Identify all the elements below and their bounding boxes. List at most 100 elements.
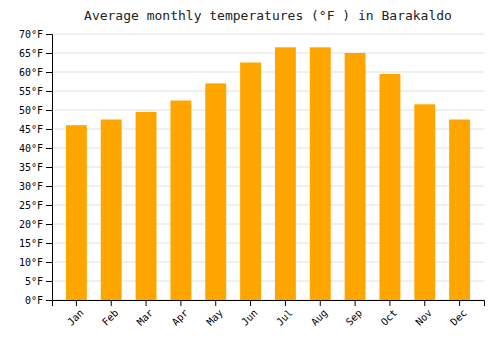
x-tick: Feb xyxy=(100,300,121,328)
tick-mark xyxy=(46,186,52,187)
tick-mark xyxy=(46,129,52,130)
bar xyxy=(449,120,470,301)
title: Average monthly temperatures (°F ) in Ba… xyxy=(84,8,452,23)
tick-label: Sep xyxy=(344,307,365,328)
bar xyxy=(275,47,296,300)
y-tick: 55°F xyxy=(19,86,52,97)
bar xyxy=(240,63,261,301)
bar xyxy=(205,83,226,300)
x-tick: Oct xyxy=(379,300,400,328)
bar xyxy=(414,104,435,300)
y-tick: 0°F xyxy=(25,295,52,306)
x-tick: May xyxy=(204,300,225,328)
grid-line xyxy=(52,72,484,73)
y-tick: 30°F xyxy=(19,181,52,192)
y-axis: 0°F 5°F 10°F 15°F 20°F 25°F 30°F 35°F 40°F 45°F 50… xyxy=(19,29,53,306)
x-tick: Nov xyxy=(413,300,434,328)
y-tick: 10°F xyxy=(19,257,52,268)
tick-mark xyxy=(146,300,147,306)
bar xyxy=(66,125,87,300)
tick-label: Oct xyxy=(379,307,400,328)
tick-label: 30°F xyxy=(19,181,43,192)
y-tick: 65°F xyxy=(19,48,52,59)
tick-label: Jul xyxy=(274,307,295,328)
axis-domain xyxy=(46,35,53,301)
plot-area xyxy=(66,47,470,300)
y-tick: 20°F xyxy=(19,219,52,230)
tick-mark xyxy=(46,262,52,263)
tick-label: Jan xyxy=(65,307,86,328)
tick-mark xyxy=(46,148,52,149)
tick-mark xyxy=(285,300,286,306)
tick-mark xyxy=(389,300,390,306)
tick-mark xyxy=(46,72,52,73)
x-tick: Sep xyxy=(344,300,365,328)
tick-label: Apr xyxy=(170,307,191,328)
tick-label: 50°F xyxy=(19,105,43,116)
tick-mark xyxy=(111,300,112,306)
bar xyxy=(136,112,157,300)
tick-mark xyxy=(250,300,251,306)
tick-label: 5°F xyxy=(25,276,43,287)
x-tick: Aug xyxy=(309,300,330,328)
tick-label: 25°F xyxy=(19,200,43,211)
tick-mark xyxy=(355,300,356,306)
tick-mark xyxy=(46,205,52,206)
tick-label: Jun xyxy=(239,307,260,328)
tick-label: 20°F xyxy=(19,219,43,230)
tick-label: 15°F xyxy=(19,238,43,249)
grid-line xyxy=(52,34,484,35)
y-tick: 35°F xyxy=(19,162,52,173)
bar xyxy=(345,53,366,300)
tick-label: Aug xyxy=(309,307,330,328)
x-axis: Jan Feb Mar Apr May Jun Jul Aug Sep Oct Nov Dec xyxy=(53,300,485,328)
y-tick: 40°F xyxy=(19,143,52,154)
y-tick: 25°F xyxy=(19,200,52,211)
bar xyxy=(170,101,191,301)
tick-label: Dec xyxy=(448,307,469,328)
tick-mark xyxy=(180,300,181,306)
tick-mark xyxy=(46,167,52,168)
grid xyxy=(52,34,484,300)
y-tick: 15°F xyxy=(19,238,52,249)
x-tick: Apr xyxy=(170,300,191,328)
y-tick: 60°F xyxy=(19,67,52,78)
tick-mark xyxy=(424,300,425,306)
x-tick: Jul xyxy=(274,300,295,328)
y-tick: 70°F xyxy=(19,29,52,40)
bar xyxy=(379,74,400,300)
tick-mark xyxy=(459,300,460,306)
tick-label: 45°F xyxy=(19,124,43,135)
tick-label: 10°F xyxy=(19,257,43,268)
axis-domain xyxy=(53,301,485,307)
tick-label: Mar xyxy=(135,307,156,328)
tick-label: 55°F xyxy=(19,86,43,97)
tick-label: 70°F xyxy=(19,29,43,40)
tick-mark xyxy=(46,110,52,111)
tick-mark xyxy=(46,224,52,225)
tick-mark xyxy=(46,53,52,54)
x-tick: Jun xyxy=(239,300,260,328)
tick-label: Feb xyxy=(100,307,121,328)
x-tick: Dec xyxy=(448,300,469,328)
x-tick: Jan xyxy=(65,300,86,328)
tick-label: Nov xyxy=(413,307,434,328)
chart-container: 0°F 5°F 10°F 15°F 20°F 25°F 30°F 35°F 40°F 45°F 50… xyxy=(0,0,500,350)
tick-label: 65°F xyxy=(19,48,43,59)
y-tick: 5°F xyxy=(25,276,52,287)
tick-mark xyxy=(76,300,77,306)
y-tick: 50°F xyxy=(19,105,52,116)
tick-label: May xyxy=(204,307,225,328)
y-tick: 45°F xyxy=(19,124,52,135)
tick-label: 0°F xyxy=(25,295,43,306)
tick-mark xyxy=(46,91,52,92)
grid-line xyxy=(52,91,484,92)
tick-mark xyxy=(215,300,216,306)
grid-line xyxy=(52,53,484,54)
tick-label: 40°F xyxy=(19,143,43,154)
tick-mark xyxy=(46,281,52,282)
chart-svg: 0°F 5°F 10°F 15°F 20°F 25°F 30°F 35°F 40°F 45°F 50… xyxy=(0,0,500,350)
tick-mark xyxy=(46,243,52,244)
tick-mark xyxy=(320,300,321,306)
tick-label: 35°F xyxy=(19,162,43,173)
